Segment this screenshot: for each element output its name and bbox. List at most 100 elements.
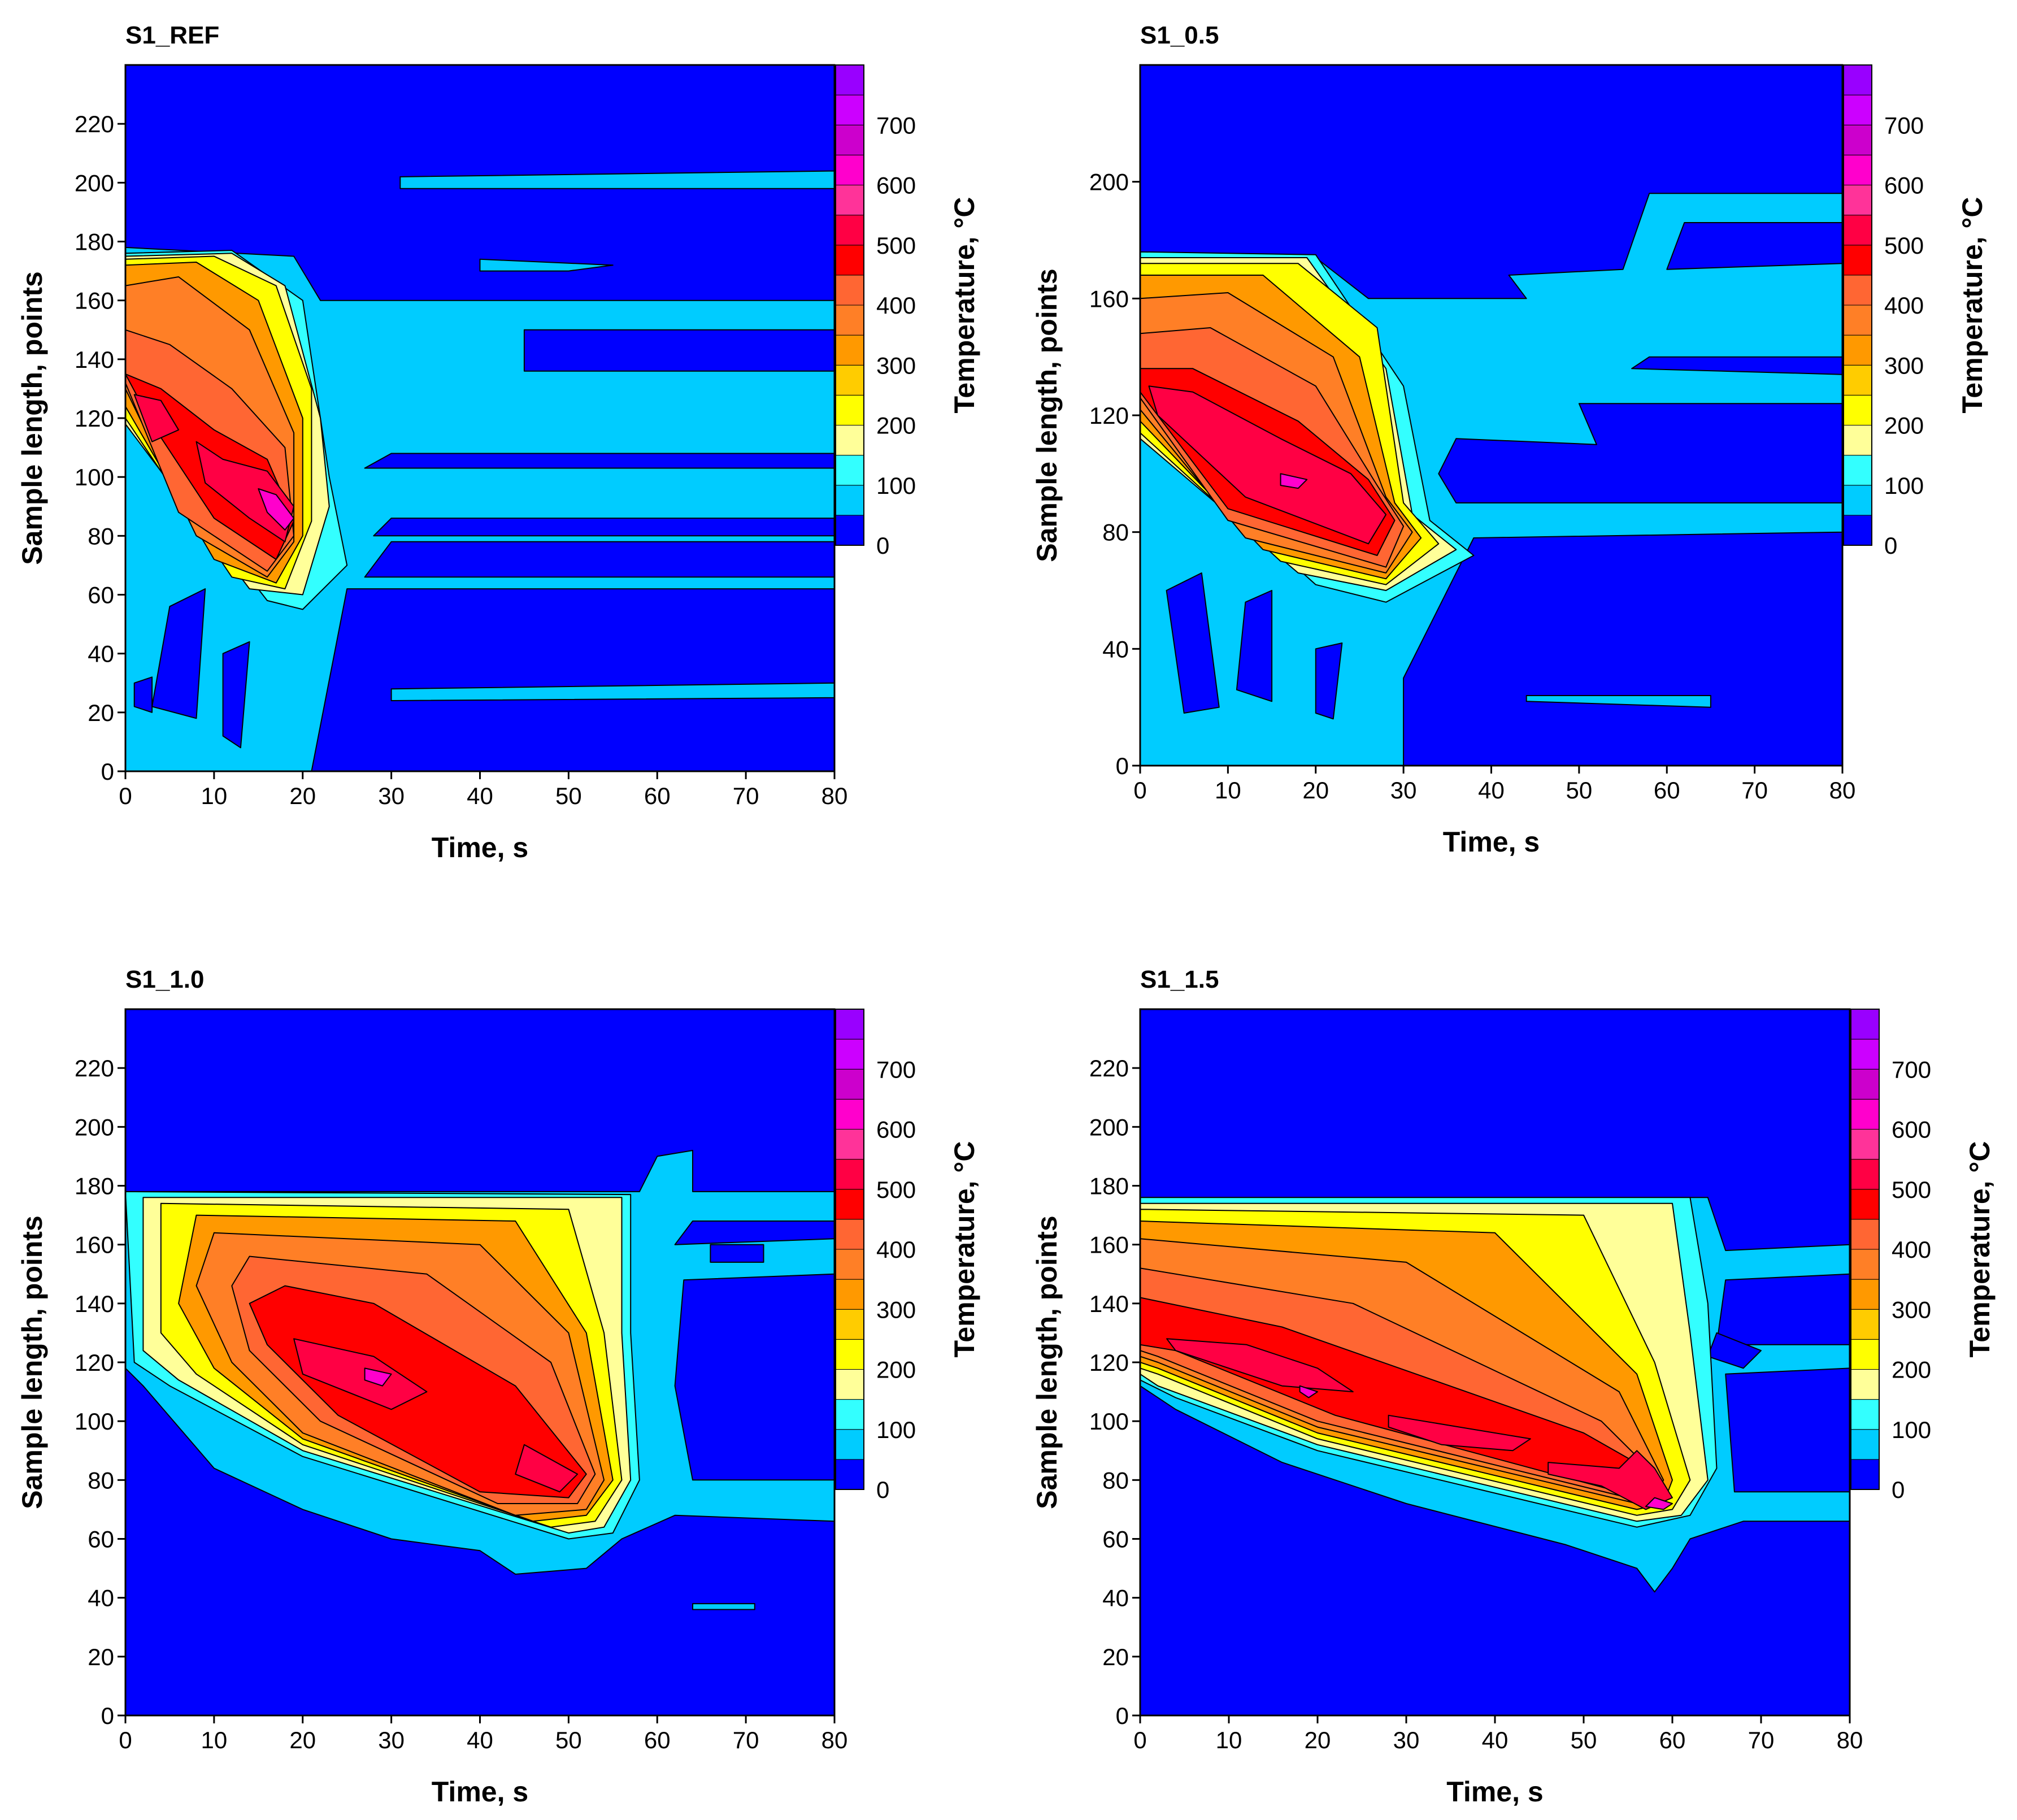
colorbar-swatch <box>1850 1009 1880 1040</box>
contour-region <box>222 641 250 749</box>
colorbar-tick-label: 400 <box>1884 292 1924 319</box>
y-tick-label: 60 <box>88 582 114 609</box>
colorbar-label: Temperature, °C <box>949 1141 980 1357</box>
y-tick-label: 20 <box>1102 1644 1129 1670</box>
x-tick-label: 20 <box>1302 777 1329 803</box>
panel-title: S1_REF <box>125 21 219 49</box>
y-tick-label: 40 <box>88 641 114 667</box>
panel-title: S1_1.0 <box>125 966 204 993</box>
contour-region <box>515 1444 579 1493</box>
x-tick-label: 20 <box>289 1727 316 1753</box>
colorbar-frame <box>835 64 864 546</box>
y-tick-label: 140 <box>75 1291 114 1317</box>
colorbar-swatch <box>1850 1039 1880 1070</box>
colorbar-swatch <box>1850 1339 1880 1370</box>
y-tick-label: 120 <box>75 1349 114 1376</box>
colorbar-swatch <box>1843 185 1872 216</box>
y-tick-label: 80 <box>1102 519 1129 546</box>
contour-region <box>692 1603 755 1610</box>
x-tick-label: 40 <box>1482 1727 1509 1753</box>
contour-region <box>1315 642 1343 720</box>
colorbar-swatch <box>835 1369 864 1400</box>
x-tick-label: 50 <box>555 783 582 809</box>
contour-region <box>151 588 206 719</box>
y-tick-label: 80 <box>1102 1467 1129 1493</box>
colorbar-swatch <box>1843 154 1872 185</box>
colorbar-swatch <box>1850 1068 1880 1100</box>
colorbar-tick-label: 700 <box>1892 1056 1931 1083</box>
x-tick-label: 30 <box>378 1727 405 1753</box>
contour-region <box>1547 1450 1673 1510</box>
colorbar-swatch <box>835 455 864 486</box>
contour-region <box>1299 1385 1318 1398</box>
y-axis-label: Sample length, points <box>16 1215 48 1509</box>
colorbar-swatch <box>835 425 864 456</box>
y-tick-label: 180 <box>75 229 114 255</box>
colorbar-swatch <box>1843 215 1872 246</box>
x-tick-label: 0 <box>119 783 132 809</box>
colorbar-swatch <box>835 1279 864 1310</box>
colorbar-swatch <box>1843 245 1872 276</box>
colorbar: 0 100 200 300 400 500 600 700 Temperature, °C <box>1843 64 1988 559</box>
colorbar-swatch <box>1843 335 1872 366</box>
panel-title: S1_1.5 <box>1140 966 1219 993</box>
colorbar-swatch <box>1850 1249 1880 1280</box>
colorbar-tick-label: 600 <box>876 172 916 199</box>
x-tick-label: 80 <box>1837 1727 1863 1753</box>
colorbar-swatch <box>835 1219 864 1250</box>
x-tick-label: 10 <box>201 783 228 809</box>
colorbar-swatch <box>835 124 864 155</box>
colorbar-swatch <box>1850 1129 1880 1160</box>
colorbar-tick-label: 200 <box>876 412 916 439</box>
colorbar-swatch <box>835 245 864 276</box>
contour-region <box>293 1338 428 1410</box>
x-tick-label: 70 <box>1748 1727 1775 1753</box>
colorbar-swatch <box>835 1098 864 1130</box>
x-tick-label: 30 <box>1390 777 1417 803</box>
colorbar-tick-label: 300 <box>876 352 916 379</box>
y-tick-label: 160 <box>1089 1232 1129 1258</box>
colorbar-tick-label: 0 <box>1892 1476 1905 1503</box>
colorbar-tick-label: 200 <box>876 1357 916 1383</box>
colorbar-tick-label: 100 <box>1892 1417 1931 1443</box>
x-tick-label: 20 <box>289 783 316 809</box>
colorbar-swatch <box>835 1399 864 1430</box>
x-tick-label: 10 <box>1216 1727 1242 1753</box>
colorbar-swatch <box>1843 64 1872 95</box>
colorbar-swatch <box>1843 515 1872 546</box>
x-tick-label: 0 <box>1133 777 1146 803</box>
x-tick-label: 20 <box>1305 1727 1331 1753</box>
x-axis-label: Time, s <box>432 1776 528 1808</box>
colorbar-swatch <box>835 1429 864 1460</box>
colorbar-swatch <box>1843 455 1872 486</box>
contour-region <box>1645 1497 1673 1510</box>
colorbar-tick-label: 0 <box>876 1476 889 1503</box>
y-tick-label: 60 <box>88 1526 114 1553</box>
colorbar-swatch <box>1843 305 1872 336</box>
contour-region <box>1166 1338 1354 1393</box>
x-tick-label: 80 <box>821 1727 848 1753</box>
colorbar-tick-label: 500 <box>1884 232 1924 259</box>
colorbar-tick-label: 600 <box>876 1117 916 1143</box>
colorbar-swatch <box>1850 1098 1880 1130</box>
colorbar-swatch <box>1843 485 1872 516</box>
x-tick-label: 60 <box>644 1727 671 1753</box>
colorbar-tick-label: 100 <box>876 1417 916 1443</box>
y-tick-label: 0 <box>101 1702 114 1729</box>
y-tick-label: 160 <box>1089 285 1129 312</box>
colorbar-frame <box>835 1009 864 1490</box>
y-tick-label: 40 <box>88 1585 114 1611</box>
colorbar-swatch <box>1843 364 1872 396</box>
contour-region <box>1388 1414 1531 1452</box>
colorbar-swatch <box>835 1309 864 1340</box>
colorbar-swatch <box>1843 94 1872 125</box>
colorbar-tick-label: 400 <box>876 1236 916 1263</box>
colorbar-label: Temperature, °C <box>1964 1141 1996 1357</box>
x-tick-label: 30 <box>1393 1727 1420 1753</box>
colorbar-tick-label: 100 <box>876 472 916 499</box>
colorbar-tick-label: 300 <box>1892 1296 1931 1323</box>
colorbar-swatch <box>1850 1219 1880 1250</box>
colorbar-swatch <box>835 364 864 396</box>
panel-ref: S1_REF 0 10 20 30 40 50 60 70 80 0 20 40 60 80 100 120 14… <box>16 21 980 863</box>
y-tick-label: 200 <box>1089 169 1129 196</box>
